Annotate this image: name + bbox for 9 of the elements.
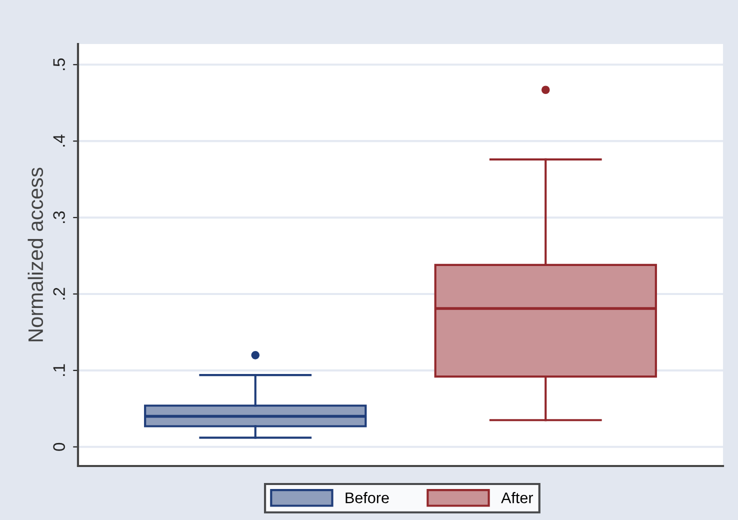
y-tick-label: .5 bbox=[53, 58, 65, 70]
y-axis-title: Normalized access bbox=[28, 168, 44, 342]
y-tick-label: .4 bbox=[53, 134, 65, 147]
y-tick-label: .2 bbox=[53, 288, 65, 300]
y-tick-label: 0 bbox=[53, 442, 65, 451]
y-tick-label: .3 bbox=[53, 211, 65, 223]
y-tick-label: .1 bbox=[53, 364, 65, 376]
legend-label: Before bbox=[346, 492, 389, 504]
legend-label: After bbox=[501, 492, 534, 504]
